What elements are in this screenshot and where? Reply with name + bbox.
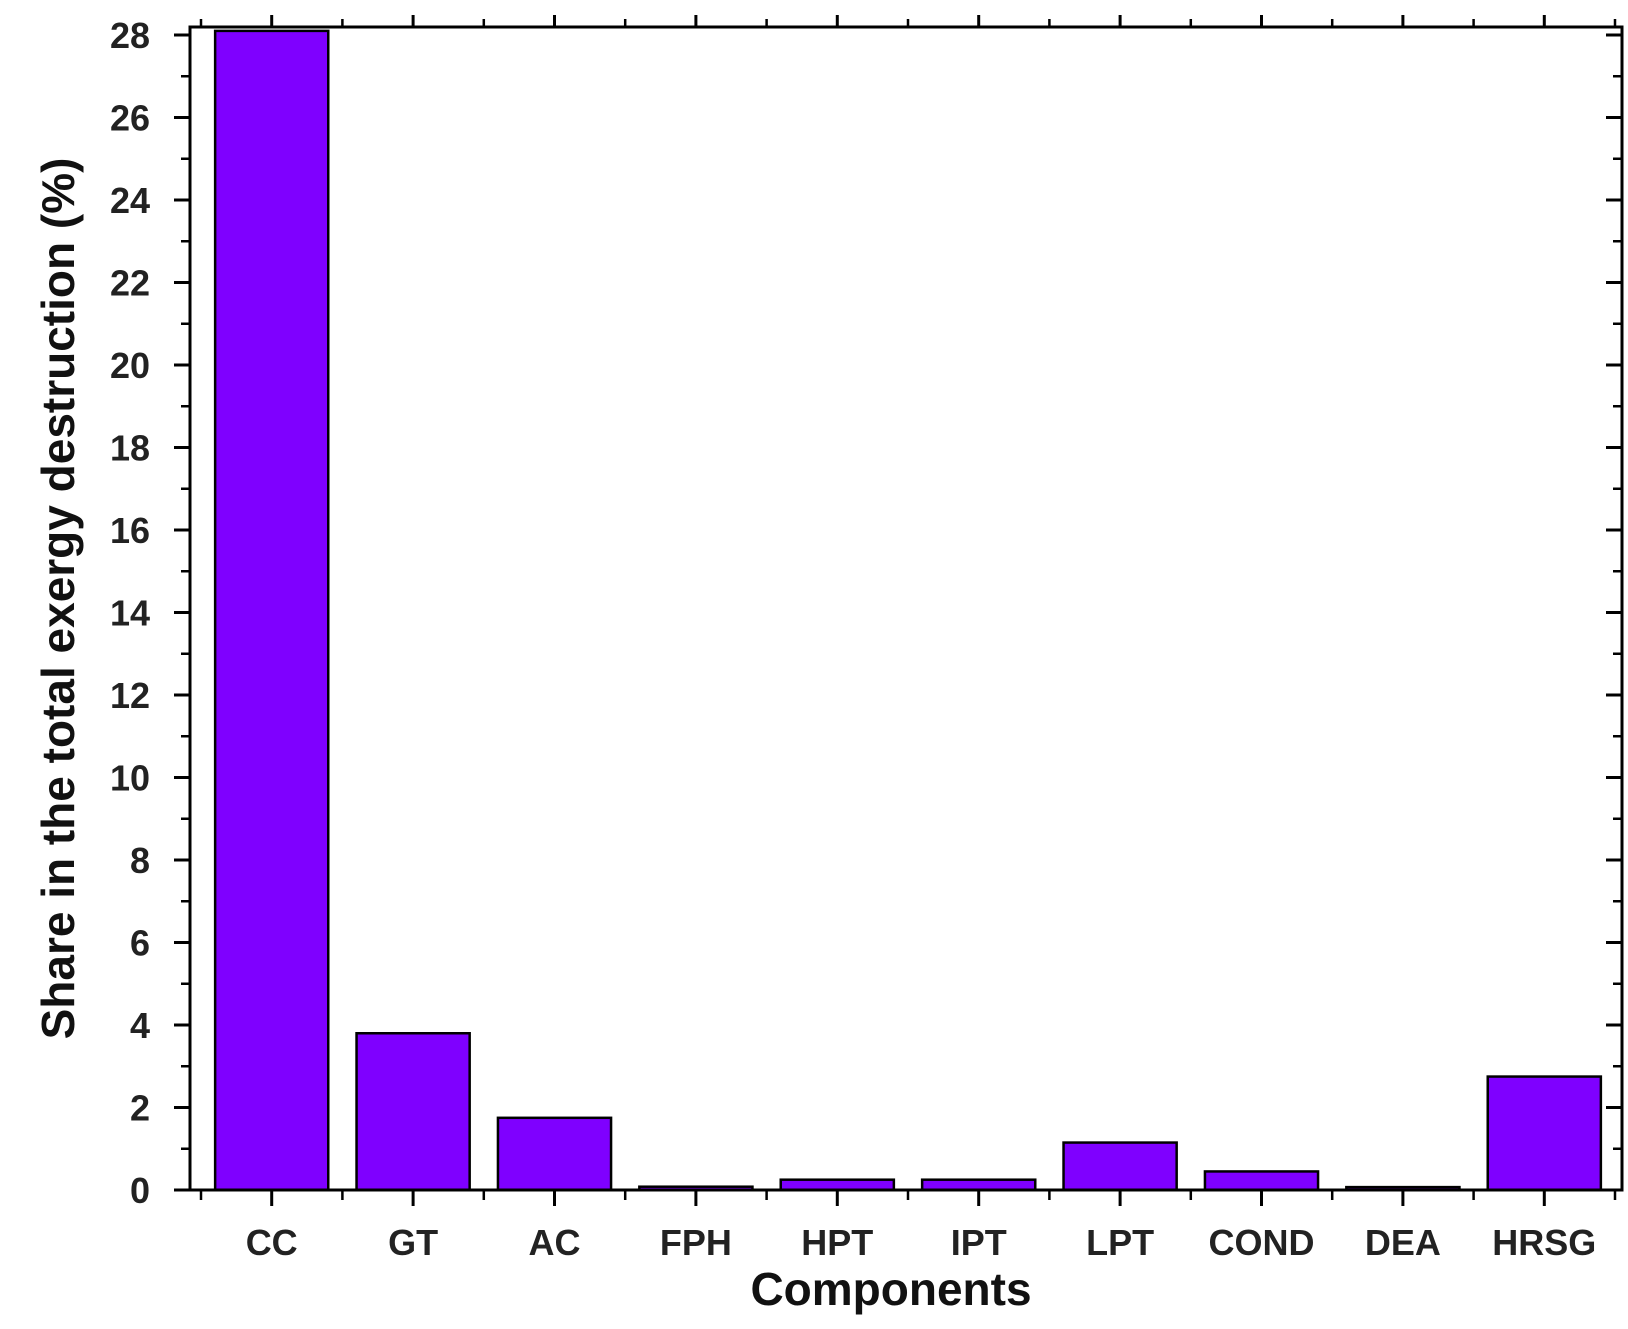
y-tick-label-24: 24 (110, 180, 150, 221)
x-tick-label-ac: AC (529, 1222, 581, 1263)
x-axis-title: Components (750, 1263, 1031, 1315)
y-tick-label-22: 22 (110, 263, 150, 304)
x-tick-label-cond: COND (1209, 1222, 1315, 1263)
y-tick-label-26: 26 (110, 98, 150, 139)
x-tick-label-cc: CC (246, 1222, 298, 1263)
y-tick-label-6: 6 (130, 923, 150, 964)
plot-frame (188, 25, 1624, 1192)
x-tick-label-hrsg: HRSG (1492, 1222, 1596, 1263)
bar-cc (213, 29, 330, 1192)
y-tick-label-8: 8 (130, 840, 150, 881)
bar-hrsg (1486, 1075, 1603, 1192)
axis-ticks-group (174, 15, 1622, 1206)
y-tick-label-28: 28 (110, 15, 150, 56)
bars-group (213, 29, 1603, 1192)
x-tick-label-hpt: HPT (801, 1222, 873, 1263)
y-tick-label-12: 12 (110, 675, 150, 716)
bar-lpt (1062, 1141, 1178, 1192)
x-tick-label-dea: DEA (1365, 1222, 1441, 1263)
y-tick-label-16: 16 (110, 510, 150, 551)
y-tick-label-10: 10 (110, 758, 150, 799)
bar-cond (1203, 1170, 1320, 1192)
x-tick-label-gt: GT (388, 1222, 438, 1263)
x-tick-label-fph: FPH (660, 1222, 732, 1263)
y-tick-label-0: 0 (130, 1170, 150, 1211)
tick-labels-group: CC GT AC FPH HPT IPT LPT COND DEA HRSG02468101214… (110, 15, 1596, 1263)
bar-hpt (779, 1178, 896, 1192)
x-tick-label-lpt: LPT (1086, 1222, 1154, 1263)
x-tick-label-ipt: IPT (951, 1222, 1007, 1263)
bar-ac (496, 1116, 613, 1192)
bar-ipt (920, 1178, 1037, 1192)
y-tick-label-20: 20 (110, 345, 150, 386)
y-tick-label-18: 18 (110, 428, 150, 469)
y-tick-label-2: 2 (130, 1088, 150, 1129)
bar-gt (355, 1032, 471, 1192)
y-tick-label-14: 14 (110, 593, 150, 634)
y-tick-label-4: 4 (130, 1005, 150, 1046)
y-axis-title: Share in the total exergy destruction (%… (32, 158, 84, 1040)
